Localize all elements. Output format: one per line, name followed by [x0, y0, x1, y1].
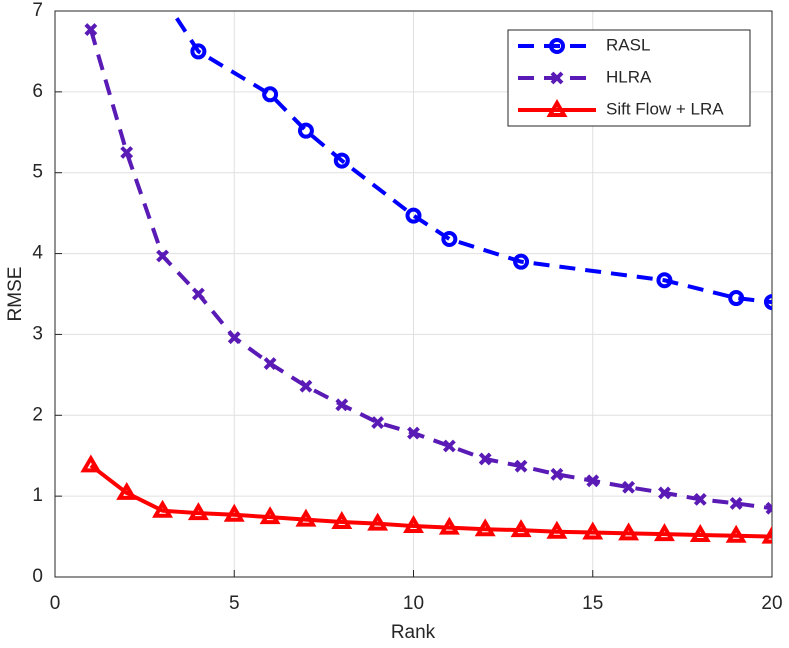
marker — [156, 249, 169, 263]
marker — [729, 497, 743, 510]
marker — [295, 508, 317, 527]
marker — [263, 357, 277, 370]
marker — [474, 518, 496, 537]
x-axis-label: Rank — [391, 622, 436, 643]
y-tick-label: 2 — [32, 404, 43, 425]
marker — [407, 426, 420, 440]
marker — [761, 525, 772, 544]
x-tick-label: 0 — [50, 593, 61, 614]
series-line — [89, 463, 772, 539]
y-tick-label: 7 — [32, 0, 43, 21]
y-tick-label: 6 — [32, 81, 43, 102]
marker — [438, 516, 460, 535]
marker — [510, 519, 532, 538]
plot-frame — [54, 10, 773, 578]
marker — [299, 379, 313, 393]
marker — [653, 523, 675, 542]
marker — [514, 459, 528, 473]
marker — [116, 481, 138, 500]
marker — [262, 86, 279, 103]
marker — [764, 294, 772, 311]
legend-label: HLRA — [606, 67, 652, 86]
marker — [405, 207, 422, 224]
marker — [120, 146, 134, 159]
marker — [513, 253, 530, 270]
marker — [765, 501, 772, 515]
marker — [728, 290, 745, 307]
x-tick-label: 20 — [761, 593, 782, 614]
plot-area — [80, 0, 772, 544]
marker — [259, 506, 281, 525]
marker — [618, 522, 640, 541]
marker — [223, 503, 245, 522]
marker — [441, 231, 458, 248]
marker — [689, 523, 711, 542]
x-tick-label: 15 — [582, 593, 603, 614]
marker — [622, 480, 636, 494]
marker — [331, 511, 353, 530]
marker — [725, 524, 747, 543]
marker — [191, 287, 205, 301]
x-tick-label: 10 — [403, 593, 424, 614]
legend-label: RASL — [606, 35, 650, 54]
marker — [190, 43, 207, 60]
y-tick-label: 3 — [32, 323, 43, 344]
marker — [187, 502, 209, 521]
marker — [297, 122, 314, 139]
legend: RASL HLRA Sift Flow + LRA — [507, 29, 751, 127]
marker — [550, 467, 564, 481]
marker — [546, 99, 568, 117]
marker — [152, 499, 174, 518]
marker — [371, 416, 385, 429]
marker — [333, 152, 350, 169]
marker — [80, 454, 102, 473]
marker — [442, 439, 456, 453]
marker — [693, 492, 707, 506]
series-line — [169, 11, 772, 305]
y-tick-label: 0 — [32, 566, 43, 587]
marker — [403, 515, 424, 534]
marker — [335, 398, 349, 412]
marker — [546, 520, 568, 539]
marker — [656, 272, 673, 289]
marker — [84, 23, 98, 37]
marker — [367, 512, 389, 531]
y-axis-label: RMSE — [5, 267, 26, 322]
y-tick-label: 5 — [32, 162, 43, 183]
y-tick-label: 4 — [32, 243, 43, 264]
marker — [582, 521, 604, 540]
marker — [658, 486, 671, 500]
x-tick-label: 5 — [229, 593, 240, 614]
series-line — [88, 29, 772, 511]
marker — [550, 71, 564, 85]
marker — [549, 38, 565, 54]
legend-label: Sift Flow + LRA — [606, 99, 724, 118]
marker — [227, 331, 241, 345]
marker — [157, 0, 169, 2]
marker — [586, 474, 600, 488]
y-tick-label: 1 — [32, 485, 43, 506]
marker — [478, 452, 492, 466]
